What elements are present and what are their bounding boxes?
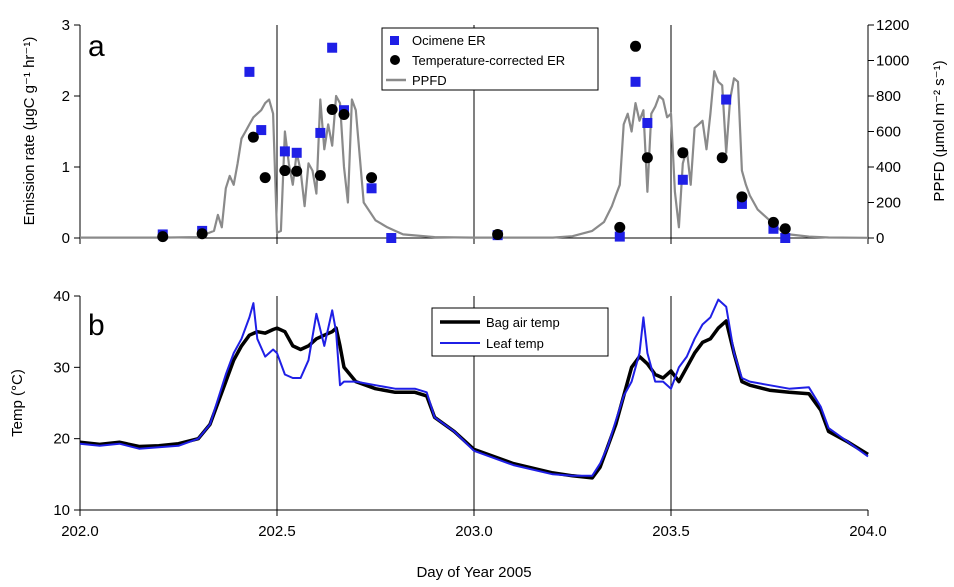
panel-a-y-tick-label-3: 3	[62, 17, 70, 34]
temp-corrected-er-point	[779, 223, 791, 235]
legend-ppfd-label: PPFD	[412, 73, 447, 88]
ocimene-er-point	[315, 127, 326, 138]
legend-leaf-label: Leaf temp	[486, 336, 544, 351]
panel-b-x-tick-label-1: 202.5	[258, 523, 296, 540]
panel-b-y-axis-label: Temp (°C)	[9, 369, 26, 437]
ocimene-er-point	[736, 198, 747, 209]
panel-a-y2-tick-label-6: 1200	[876, 17, 909, 34]
ocimene-er-point	[366, 183, 377, 194]
panel-a-letter: a	[88, 30, 105, 63]
temp-corrected-er-point	[492, 228, 504, 240]
panel-a-y2-tick-label-3: 600	[876, 124, 901, 141]
temp-corrected-er-point	[630, 40, 642, 52]
panel-b-x-axis-label: Day of Year 2005	[416, 564, 531, 581]
temp-corrected-er-point	[279, 165, 291, 177]
legend-ocimene-label: Ocimene ER	[412, 33, 486, 48]
panel-a-y-tick-label-2: 2	[62, 88, 70, 105]
panel-a-y2-tick-label-1: 200	[876, 195, 901, 212]
ocimene-er-point	[327, 42, 338, 53]
ocimene-er-point	[279, 146, 290, 157]
panel-b-y-tick-label-3: 40	[53, 288, 70, 305]
ocimene-er-point	[630, 76, 641, 87]
temp-corrected-er-point	[767, 216, 779, 228]
temp-corrected-er-point	[641, 152, 653, 164]
ocimene-er-point	[768, 223, 779, 234]
temp-corrected-er-point	[366, 172, 378, 184]
ocimene-er-point	[721, 94, 732, 105]
panel-b-y-tick-label-1: 20	[53, 431, 70, 448]
panel-a-y2-tick-label-4: 800	[876, 88, 901, 105]
ocimene-er-point	[642, 117, 653, 128]
legend-temp-corrected-label: Temperature-corrected ER	[412, 53, 565, 68]
temp-corrected-er-point	[259, 172, 271, 184]
panel-b: 202.0 202.5 203.0 203.5 204.0 10 20 30 40 b Tem…	[9, 288, 887, 581]
ocimene-er-point	[244, 66, 255, 77]
ocimene-er-point	[291, 147, 302, 158]
temp-corrected-er-point	[677, 147, 689, 159]
panel-b-x-tick-label-4: 204.0	[849, 523, 887, 540]
panel-b-letter: b	[88, 309, 105, 342]
ocimene-er-point	[614, 231, 625, 242]
panel-a-y2-axis-label: PPFD (μmol m⁻² s⁻¹)	[931, 60, 948, 201]
ppfd-series-line	[80, 70, 869, 239]
panel-b-x-tick-label-3: 203.5	[652, 523, 690, 540]
panel-b-y-tick-label-0: 10	[53, 502, 70, 519]
panel-a-y2-tick-label-0: 0	[876, 230, 884, 247]
panel-a-y-tick-label-1: 1	[62, 159, 70, 176]
panel-a-y-tick-label-0: 0	[62, 230, 70, 247]
temp-corrected-er-point	[247, 131, 259, 143]
panel-a: 0 1 2 3 0 200 400 600 800 1000 1200 a Emission ra…	[21, 17, 948, 247]
panel-b-legend: Bag air temp Leaf temp	[431, 307, 609, 357]
temp-corrected-er-point	[614, 221, 626, 233]
panel-a-legend: Ocimene ER Temperature-corrected ER PPFD	[381, 27, 599, 91]
temp-corrected-er-point	[338, 108, 350, 120]
temp-corrected-er-point	[736, 191, 748, 203]
panel-b-y-tick-label-2: 30	[53, 359, 70, 376]
ocimene-er-point	[780, 233, 791, 243]
panel-a-y-axis-label: Emission rate (μgC g⁻¹ hr⁻¹)	[21, 37, 38, 226]
ocimene-er-point	[386, 233, 397, 243]
leaf-temp-line	[79, 298, 869, 477]
temp-corrected-er-point	[326, 103, 338, 115]
ocimene-er-point	[677, 174, 688, 185]
panel-b-x-tick-label-0: 202.0	[61, 523, 99, 540]
panel-b-x-tick-label-2: 203.0	[455, 523, 493, 540]
temp-corrected-er-point	[196, 228, 208, 240]
legend-bag-air-label: Bag air temp	[486, 315, 560, 330]
ocimene-er-point	[256, 125, 267, 136]
legend-temp-corrected-marker	[390, 55, 400, 65]
temp-corrected-er-point	[291, 165, 303, 177]
panel-a-y2-tick-label-5: 1000	[876, 53, 909, 70]
temp-corrected-er-point	[314, 170, 326, 182]
panel-a-y2-tick-label-2: 400	[876, 159, 901, 176]
temp-corrected-er-point	[157, 231, 169, 243]
temp-corrected-er-point	[716, 152, 728, 164]
legend-ocimene-marker	[390, 36, 399, 45]
